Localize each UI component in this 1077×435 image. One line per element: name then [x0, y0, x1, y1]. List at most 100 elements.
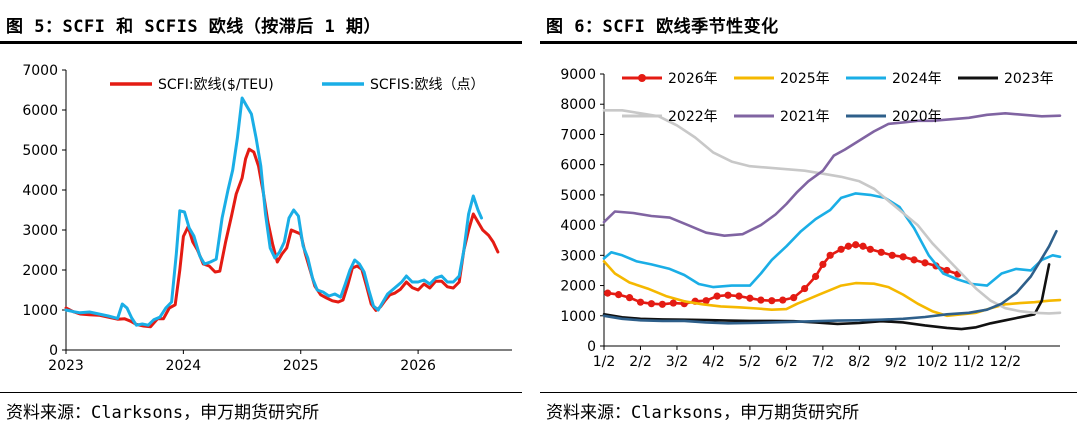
figure-6-source: 资料来源：Clarksons，申万期货研究所	[546, 403, 860, 423]
y-tick-label: 0	[49, 343, 58, 359]
x-tick-label: 2025	[283, 358, 319, 374]
source-rule	[540, 392, 1077, 393]
x-tick-label: 2024	[166, 358, 202, 374]
legend-label: SCFIS:欧线（点）	[370, 77, 484, 93]
y-tick-label: 1000	[560, 309, 596, 325]
data-point	[746, 294, 754, 302]
y-tick-label: 9000	[560, 67, 596, 83]
data-point	[724, 291, 732, 299]
y-tick-label: 7000	[22, 63, 58, 79]
series-line-2021	[602, 112, 1062, 237]
series-line-2020	[602, 229, 1058, 325]
data-point	[768, 297, 776, 305]
left-panel: 图 5：SCFI 和 SCFIS 欧线（按滞后 1 期） 0 1000 2000 30…	[0, 0, 522, 435]
data-point	[604, 289, 612, 297]
series-line-scfi-teu	[64, 147, 500, 329]
x-tick-label: 8/2	[848, 354, 871, 370]
data-point	[826, 251, 834, 259]
legend-label: 2021年	[780, 109, 830, 125]
x-tick-label: 1/2	[593, 354, 616, 370]
data-point	[844, 242, 853, 250]
y-tick-label: 6000	[560, 158, 596, 174]
data-point	[625, 294, 634, 302]
y-tick-label: 4000	[560, 218, 596, 234]
series-line-scfis	[64, 96, 483, 327]
y-tick-label: 6000	[22, 103, 58, 119]
scfi-seasonal-line-chart: 0 1000 2000 3000 4000 5000 6000 7000 8000 9000 1/2…	[560, 67, 1062, 370]
y-tick-label: 7000	[560, 127, 596, 143]
legend: 2026年 2025年 2024年 2023年 2022年 2021年 2020年	[622, 71, 1054, 125]
legend-item: 2026年	[622, 71, 718, 87]
legend-label: 2025年	[780, 71, 830, 87]
right-panel: 图 6：SCFI 欧线季节性变化 0 1000 2000 3000 4000 5000 60…	[540, 0, 1077, 435]
data-point	[877, 248, 885, 256]
y-tick-label: 4000	[22, 183, 58, 199]
data-point	[852, 241, 860, 249]
legend-item: 2020年	[846, 109, 942, 125]
data-point	[702, 297, 710, 305]
legend-item: 2021年	[734, 109, 830, 125]
legend-item: 2024年	[846, 71, 942, 87]
figure-5-source: 资料来源：Clarksons，申万期货研究所	[6, 403, 320, 423]
y-tick-label: 0	[587, 339, 596, 355]
legend-item: SCFI:欧线($/TEU)	[110, 77, 274, 93]
x-tick-label: 11/2	[953, 354, 984, 370]
y-tick-label: 3000	[22, 223, 58, 239]
series-line-2024	[602, 192, 1062, 289]
data-point	[647, 300, 656, 308]
y-tick-label: 1000	[22, 303, 58, 319]
legend-label: 2024年	[892, 71, 942, 87]
figure-5-title: 图 5：SCFI 和 SCFIS 欧线（按滞后 1 期）	[6, 17, 381, 37]
data-point	[866, 245, 874, 253]
y-tick-label: 3000	[560, 248, 596, 264]
x-tick-label: 6/2	[775, 354, 798, 370]
data-point	[943, 266, 951, 275]
data-point	[757, 296, 765, 304]
data-point	[837, 245, 845, 253]
y-tick-label: 2000	[22, 263, 58, 279]
title-rule	[540, 41, 1077, 44]
data-point	[669, 299, 677, 307]
data-point	[859, 242, 867, 250]
legend-item: SCFIS:欧线（点）	[322, 77, 484, 93]
figure-6-title: 图 6：SCFI 欧线季节性变化	[546, 17, 779, 37]
x-tick-label: 2023	[48, 358, 84, 374]
title-rule	[0, 41, 522, 44]
x-tick-label: 2/2	[629, 354, 652, 370]
y-tick-label: 5000	[560, 188, 596, 204]
data-point	[910, 256, 918, 264]
data-point	[735, 292, 743, 300]
data-point	[811, 272, 820, 281]
legend-label: SCFI:欧线($/TEU)	[158, 77, 274, 93]
x-tick-label: 9/2	[885, 354, 908, 370]
data-point	[658, 300, 666, 308]
x-tick-label: 3/2	[666, 354, 689, 370]
legend-item: 2023年	[958, 71, 1054, 87]
scfi-scfis-line-chart: 0 1000 2000 3000 4000 5000 6000 7000 2023 2024 202…	[22, 63, 512, 374]
data-point	[790, 294, 798, 302]
x-tick-label: 7/2	[812, 354, 835, 370]
legend-item: 2025年	[734, 71, 830, 87]
legend-label: 2020年	[892, 109, 942, 125]
legend-label: 2022年	[668, 109, 718, 125]
data-point	[614, 291, 623, 299]
x-tick-label: 4/2	[702, 354, 725, 370]
legend-marker	[638, 74, 646, 82]
data-point	[636, 298, 645, 306]
x-tick-label: 10/2	[917, 354, 948, 370]
data-point	[899, 253, 907, 261]
data-point	[801, 284, 809, 293]
data-point	[921, 259, 929, 267]
y-tick-label: 8000	[560, 97, 596, 113]
legend-label: 2023年	[1004, 71, 1054, 87]
data-point	[779, 296, 787, 304]
data-point	[888, 251, 896, 259]
series-line-2022	[602, 109, 1062, 315]
x-tick-label: 12/2	[990, 354, 1021, 370]
legend-label: 2026年	[668, 71, 718, 87]
legend-item: 2022年	[622, 109, 718, 125]
data-point	[819, 260, 827, 268]
y-tick-label: 5000	[22, 143, 58, 159]
legend: SCFI:欧线($/TEU) SCFIS:欧线（点）	[110, 77, 484, 93]
x-tick-label: 5/2	[739, 354, 762, 370]
